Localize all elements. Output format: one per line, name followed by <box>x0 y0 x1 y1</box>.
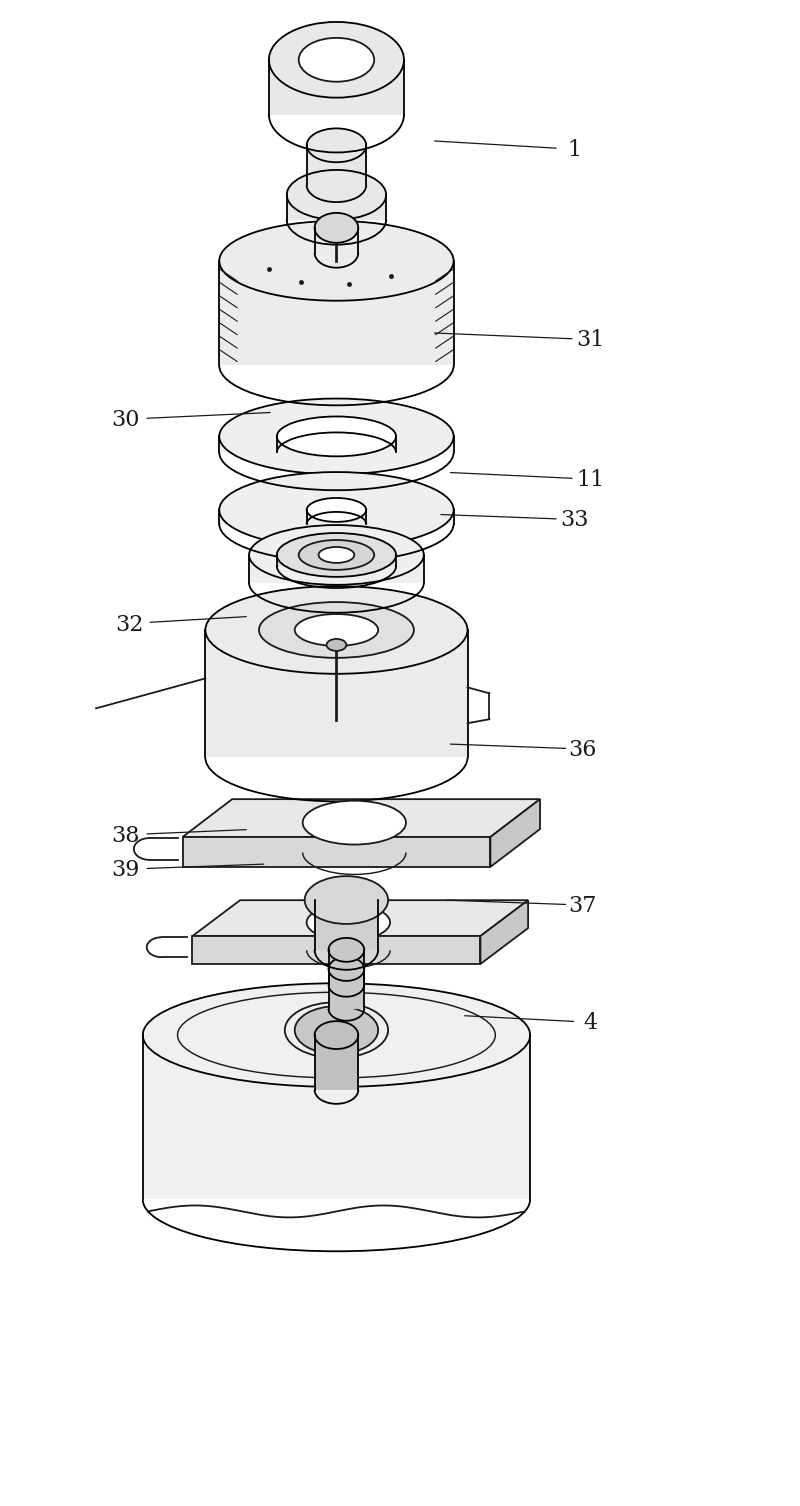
Text: 33: 33 <box>561 509 589 532</box>
Ellipse shape <box>306 498 366 523</box>
Ellipse shape <box>329 938 364 962</box>
Polygon shape <box>314 1035 358 1090</box>
Text: 11: 11 <box>577 468 605 491</box>
Ellipse shape <box>326 639 346 651</box>
Text: 37: 37 <box>569 895 597 917</box>
Polygon shape <box>219 437 454 452</box>
Text: 32: 32 <box>116 614 144 637</box>
Text: 36: 36 <box>569 739 597 761</box>
Ellipse shape <box>206 586 467 673</box>
Polygon shape <box>249 554 424 583</box>
Polygon shape <box>329 950 364 985</box>
Polygon shape <box>142 1035 530 1199</box>
Polygon shape <box>306 145 366 185</box>
Text: 1: 1 <box>568 139 582 161</box>
Polygon shape <box>329 968 364 1009</box>
Ellipse shape <box>277 533 396 577</box>
Text: 4: 4 <box>584 1012 598 1035</box>
Polygon shape <box>277 554 396 566</box>
Ellipse shape <box>306 128 366 163</box>
Ellipse shape <box>277 417 396 456</box>
Text: 31: 31 <box>577 330 605 351</box>
Ellipse shape <box>305 876 388 925</box>
Ellipse shape <box>249 526 424 584</box>
Ellipse shape <box>329 956 364 980</box>
Ellipse shape <box>298 38 374 81</box>
Ellipse shape <box>318 547 354 563</box>
Ellipse shape <box>259 602 414 658</box>
Polygon shape <box>182 837 490 867</box>
Ellipse shape <box>298 541 374 569</box>
Polygon shape <box>219 511 454 524</box>
Ellipse shape <box>294 1006 378 1054</box>
Polygon shape <box>193 937 481 964</box>
Ellipse shape <box>314 880 378 920</box>
Polygon shape <box>286 194 386 220</box>
Polygon shape <box>193 901 528 937</box>
Text: 39: 39 <box>112 858 140 881</box>
Ellipse shape <box>219 471 454 548</box>
Ellipse shape <box>306 905 390 940</box>
Ellipse shape <box>314 212 358 242</box>
Ellipse shape <box>142 983 530 1087</box>
Ellipse shape <box>302 801 406 845</box>
Polygon shape <box>269 60 404 114</box>
Text: 30: 30 <box>112 410 140 431</box>
Polygon shape <box>481 901 528 964</box>
Ellipse shape <box>219 221 454 301</box>
Text: 38: 38 <box>112 824 140 846</box>
Polygon shape <box>219 261 454 366</box>
Polygon shape <box>206 630 467 758</box>
Ellipse shape <box>294 614 378 646</box>
Polygon shape <box>314 227 358 253</box>
Ellipse shape <box>269 23 404 98</box>
Polygon shape <box>314 901 378 950</box>
Polygon shape <box>182 800 540 837</box>
Ellipse shape <box>219 399 454 474</box>
Polygon shape <box>490 800 540 867</box>
Ellipse shape <box>286 170 386 220</box>
Ellipse shape <box>314 1021 358 1050</box>
